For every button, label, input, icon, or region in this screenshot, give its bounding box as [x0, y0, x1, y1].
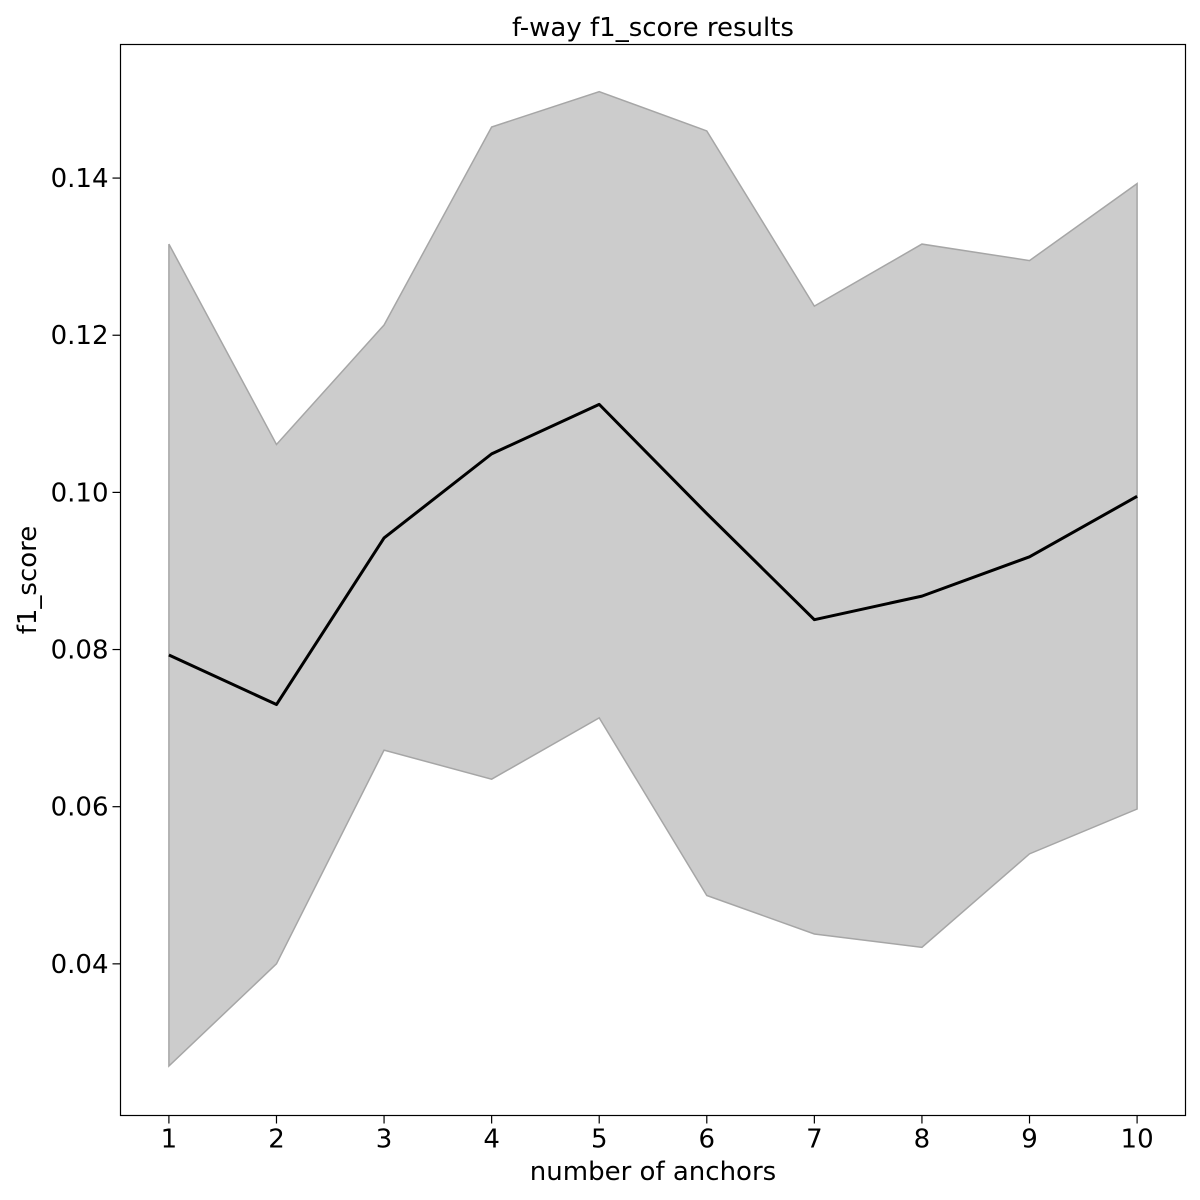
axis-ticks: 1 2 3 4 5 6 7 8 9 10 0.04 0.06 0.08 0.10 0.12 0.14 [51, 164, 1154, 1154]
x-tick-label-0: 1 [161, 1125, 178, 1155]
mean-line-0 [168, 402, 1138, 707]
y-axis-label: f1_score [13, 526, 43, 635]
y-tick-label-0: 0.04 [51, 950, 109, 980]
x-tick-label-9: 10 [1121, 1125, 1154, 1155]
y-tick-label-2: 0.08 [51, 636, 109, 666]
y-tick-label-3: 0.10 [51, 478, 109, 508]
x-axis-label: number of anchors [530, 1157, 776, 1187]
y-tick-label-1: 0.06 [51, 793, 109, 823]
confidence-band-0 [168, 90, 1138, 1068]
x-tick-label-7: 8 [914, 1125, 931, 1155]
x-tick-label-2: 3 [376, 1125, 393, 1155]
x-tick-label-4: 5 [591, 1125, 608, 1155]
x-tick-label-6: 7 [806, 1125, 823, 1155]
plot-area [168, 90, 1138, 1068]
plot-frame [119, 43, 1187, 1117]
y-tick-label-4: 0.12 [51, 321, 109, 351]
x-tick-label-3: 4 [483, 1125, 500, 1155]
chart-title: f-way f1_score results [512, 13, 794, 43]
y-tick-label-5: 0.14 [51, 164, 109, 194]
x-tick-label-1: 2 [268, 1125, 285, 1155]
x-tick-label-8: 9 [1021, 1125, 1038, 1155]
x-tick-label-5: 6 [699, 1125, 716, 1155]
